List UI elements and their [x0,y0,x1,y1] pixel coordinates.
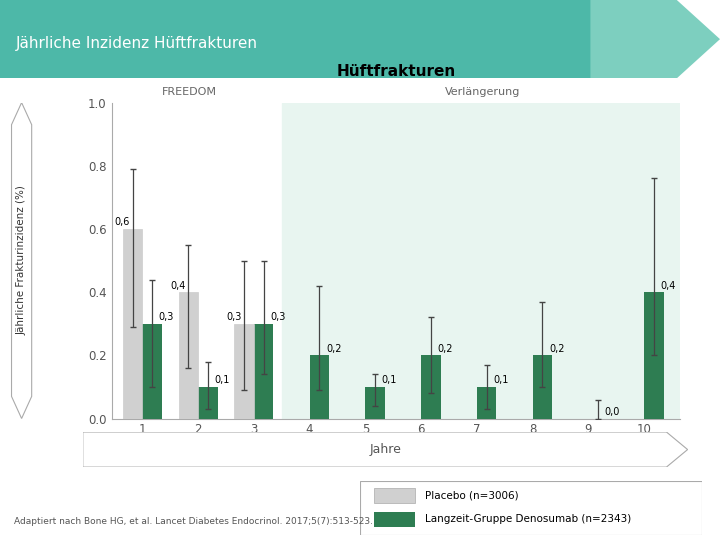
Text: 0,2: 0,2 [438,344,453,354]
Polygon shape [12,103,32,418]
Bar [143,324,162,418]
FancyBboxPatch shape [360,481,702,535]
Text: 0,1: 0,1 [382,375,397,386]
Text: 0,4: 0,4 [170,281,186,291]
Text: Adaptiert nach Bone HG, et al. Lancet Diabetes Endocrinol. 2017;5(7):513-523.: Adaptiert nach Bone HG, et al. Lancet Di… [14,517,374,526]
Bar [234,324,254,418]
Text: 0,1: 0,1 [493,375,509,386]
Text: Jährliche Frakturinzidenz (%): Jährliche Frakturinzidenz (%) [17,186,27,335]
Text: Hüftfrakturen: Hüftfrakturen [336,64,456,79]
Text: 0,0: 0,0 [605,407,620,417]
Text: FREEDOM: FREEDOM [162,87,217,97]
Bar [374,512,415,527]
Bar [477,387,496,418]
Bar [282,103,680,418]
Bar [179,292,198,418]
Bar [533,355,552,418]
Polygon shape [83,432,688,467]
Bar [310,355,329,418]
Bar [122,229,143,418]
Text: 0,2: 0,2 [549,344,564,354]
Bar [254,324,274,418]
Text: Placebo (n=3006): Placebo (n=3006) [425,491,518,501]
Text: 0,3: 0,3 [226,312,241,322]
Text: 0,6: 0,6 [114,218,130,227]
Text: 0,2: 0,2 [326,344,341,354]
Bar [421,355,441,418]
Text: Langzeit-Gruppe Denosumab (n=2343): Langzeit-Gruppe Denosumab (n=2343) [425,515,631,524]
Bar [0,0,612,78]
Bar [374,488,415,503]
Text: Verlängerung: Verlängerung [445,87,520,97]
Polygon shape [590,0,720,78]
Text: Jährliche Inzidenz Hüftfrakturen: Jährliche Inzidenz Hüftfrakturen [16,36,258,51]
Text: 0,3: 0,3 [158,312,174,322]
Text: 0,1: 0,1 [215,375,230,386]
Bar [198,387,217,418]
Text: Jahre: Jahre [369,443,401,456]
Text: 0,4: 0,4 [661,281,676,291]
Text: 0,3: 0,3 [270,312,286,322]
Bar [644,292,664,418]
Bar [365,387,385,418]
